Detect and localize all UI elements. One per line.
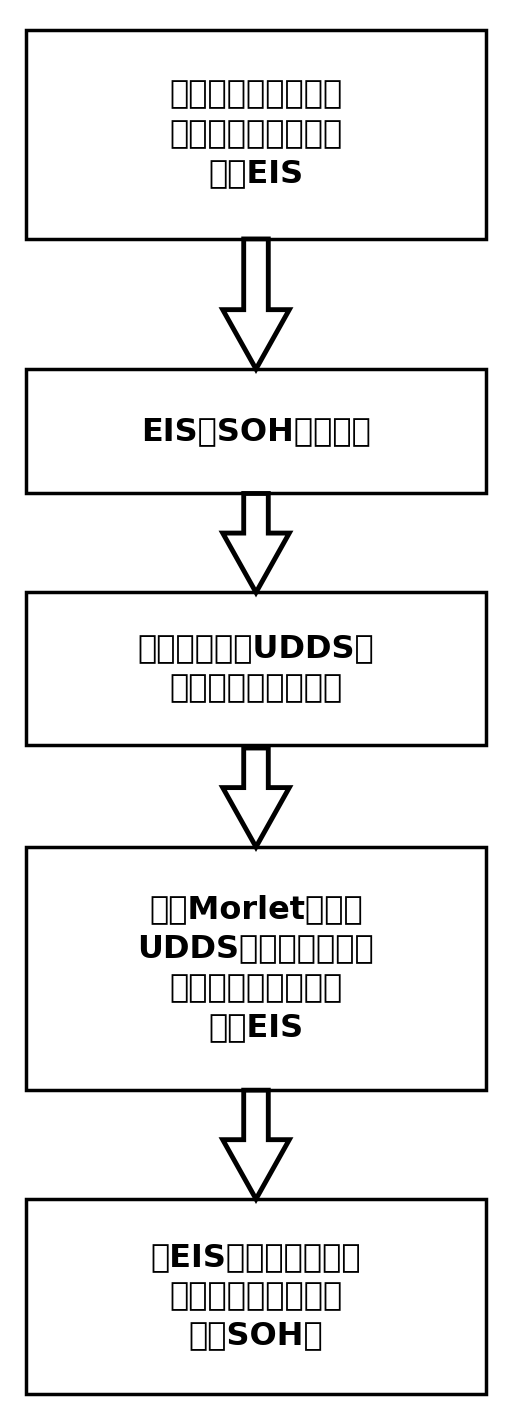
- Text: 对EIS低频拐点的实部
进行归一化处理得到
电池SOH值: 对EIS低频拐点的实部 进行归一化处理得到 电池SOH值: [151, 1241, 361, 1352]
- Bar: [26, 30, 486, 239]
- Bar: [26, 847, 486, 1090]
- Polygon shape: [223, 493, 289, 592]
- Text: 通过电化学工作站获
取老化程度不同的电
池的EIS: 通过电化学工作站获 取老化程度不同的电 池的EIS: [169, 79, 343, 189]
- Polygon shape: [223, 748, 289, 847]
- Bar: [26, 592, 486, 745]
- Bar: [26, 369, 486, 493]
- Polygon shape: [223, 239, 289, 369]
- Text: 仿真获取电池UDDS工
况下的电压电流信号: 仿真获取电池UDDS工 况下的电压电流信号: [138, 633, 374, 704]
- Bar: [26, 1199, 486, 1394]
- Polygon shape: [223, 1090, 289, 1199]
- Text: 采用Morlet小波对
UDDS工况下的电压电
流信号进行变换得到
电池EIS: 采用Morlet小波对 UDDS工况下的电压电 流信号进行变换得到 电池EIS: [138, 894, 374, 1044]
- Text: EIS与SOH特性分析: EIS与SOH特性分析: [141, 416, 371, 447]
